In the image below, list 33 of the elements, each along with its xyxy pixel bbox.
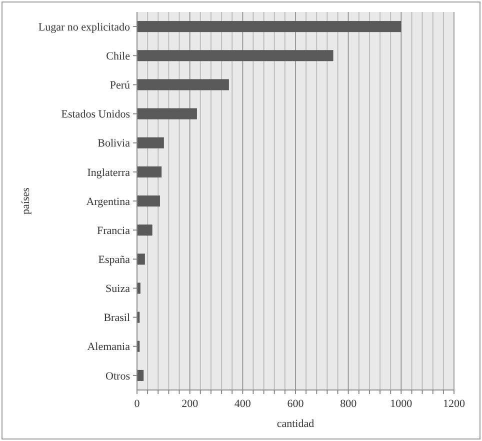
bar — [137, 195, 160, 207]
bar — [137, 254, 145, 265]
y-tick-label: Lugar no explicitado — [38, 21, 130, 34]
x-tick-label: 800 — [340, 398, 358, 410]
x-tick-label: 400 — [234, 398, 252, 410]
bar — [137, 108, 197, 120]
bar — [137, 50, 334, 62]
bar — [137, 137, 164, 148]
x-tick-label: 200 — [182, 398, 199, 410]
x-tick-label: 0 — [134, 398, 140, 410]
bar — [137, 282, 140, 294]
bar — [137, 21, 402, 32]
y-tick-label: Inglaterra — [87, 166, 130, 179]
y-tick-label: Otros — [106, 370, 130, 382]
x-tick-label: 600 — [287, 398, 304, 410]
y-tick-label: Argentina — [86, 196, 130, 208]
bar — [137, 79, 229, 90]
bar — [137, 224, 152, 236]
y-tick-label: Perú — [110, 80, 130, 92]
y-tick-label: Brasil — [104, 312, 130, 324]
x-tick-label: 1000 — [390, 398, 413, 410]
y-tick-label: Bolivia — [98, 138, 130, 150]
y-tick-label: Alemania — [87, 341, 130, 354]
x-axis-title: cantidad — [276, 418, 315, 430]
x-tick-label: 1200 — [443, 398, 466, 410]
y-tick-label: Estados Unidos — [61, 108, 130, 121]
y-tick-label: Chile — [106, 50, 130, 62]
y-tick-label: Suiza — [106, 283, 130, 296]
bar — [137, 370, 144, 381]
bar — [137, 166, 162, 178]
y-tick-label: Francia — [97, 224, 130, 237]
y-axis-title: países — [20, 188, 32, 214]
y-tick-label: España — [98, 254, 130, 266]
